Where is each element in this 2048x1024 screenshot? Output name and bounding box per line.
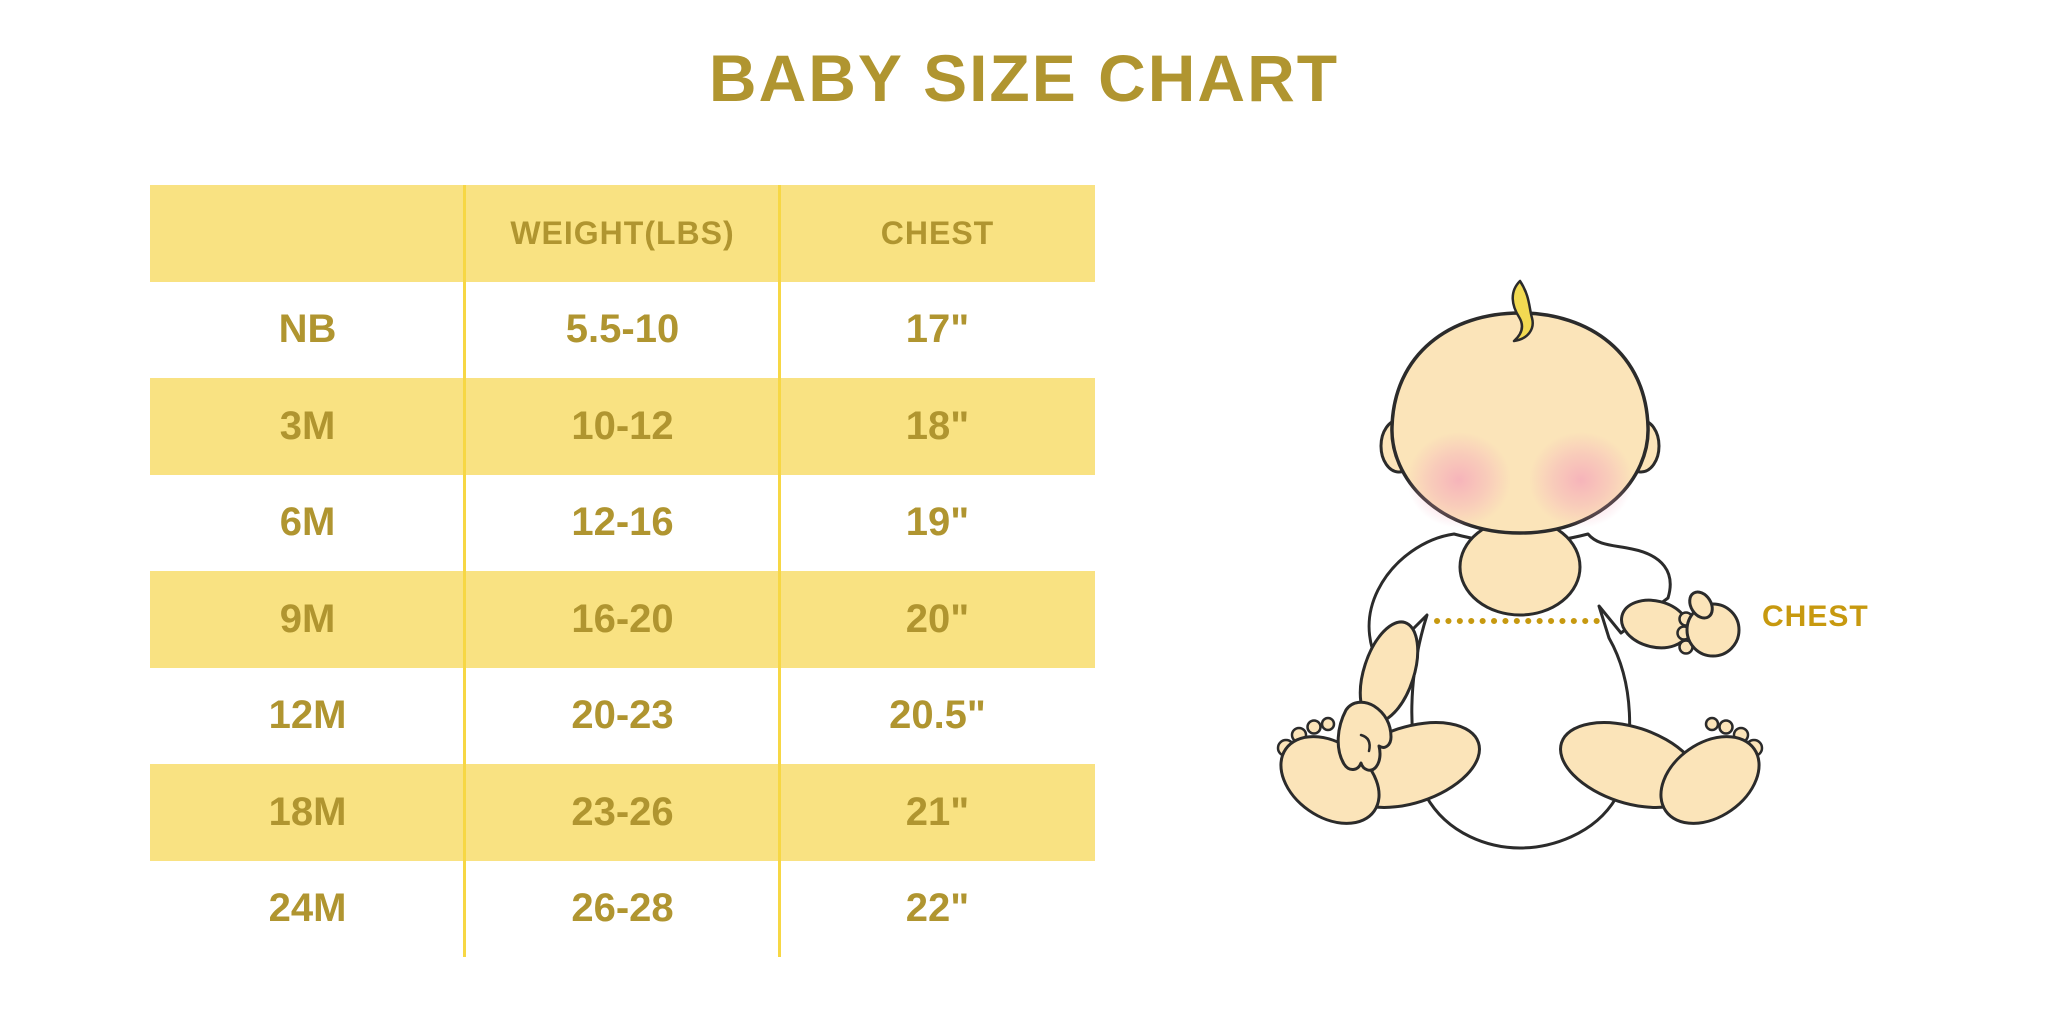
baby-blush-left — [1407, 432, 1511, 528]
weight-cell: 10-12 — [571, 403, 674, 448]
size-cell: 24M — [268, 886, 347, 931]
size-cell: 12M — [268, 693, 347, 738]
size-table: WEIGHT(LBS) CHEST NB 5.5-10 17" 3M 10-12… — [150, 185, 1095, 957]
baby-blush-right — [1529, 432, 1633, 528]
chest-cell: 19" — [905, 500, 970, 545]
page-title: BABY SIZE CHART — [708, 41, 1340, 115]
size-cell: 6M — [279, 500, 336, 545]
table-row-18m: 18M 23-26 21" — [150, 764, 1095, 861]
header-weight-cell: WEIGHT(LBS) — [510, 214, 735, 251]
size-cell: 18M — [268, 789, 347, 834]
baby-hand-left-curl — [1359, 733, 1371, 753]
header-chest-cell: CHEST — [880, 214, 995, 251]
header-size-cell — [150, 185, 465, 282]
chest-cell: 20.5" — [889, 693, 986, 738]
chest-cell: 20" — [905, 596, 970, 641]
baby-icon — [1276, 279, 1764, 850]
table-header-row: WEIGHT(LBS) CHEST — [150, 185, 1095, 282]
weight-cell: 5.5-10 — [565, 307, 680, 352]
baby-foot-right — [1659, 735, 1761, 825]
table-row-9m: 9M 16-20 20" — [150, 571, 1095, 668]
table-row-12m: 12M 20-23 20.5" — [150, 667, 1095, 764]
chest-callout-label: CHEST — [1762, 600, 1869, 633]
weight-cell: 23-26 — [571, 789, 674, 834]
chest-cell: 21" — [905, 789, 970, 834]
weight-cell: 26-28 — [571, 886, 674, 931]
chest-cell: 22" — [905, 886, 970, 931]
chest-cell: 17" — [905, 307, 970, 352]
weight-cell: 20-23 — [571, 693, 674, 738]
baby-illustration — [1258, 272, 1768, 884]
baby-thumb-right — [1688, 590, 1714, 620]
table-row-24m: 24M 26-28 22" — [150, 860, 1095, 957]
column-divider — [778, 185, 781, 957]
weight-cell: 16-20 — [571, 596, 674, 641]
weight-cell: 12-16 — [571, 500, 674, 545]
size-cell: 9M — [279, 596, 336, 641]
table-row-nb: NB 5.5-10 17" — [150, 281, 1095, 378]
chest-cell: 18" — [905, 403, 970, 448]
size-cell: NB — [278, 307, 337, 352]
table-row-6m: 6M 12-16 19" — [150, 474, 1095, 571]
baby-hair-curl — [1511, 279, 1534, 343]
size-cell: 3M — [279, 403, 336, 448]
table-row-3m: 3M 10-12 18" — [150, 378, 1095, 475]
column-divider — [463, 185, 466, 957]
